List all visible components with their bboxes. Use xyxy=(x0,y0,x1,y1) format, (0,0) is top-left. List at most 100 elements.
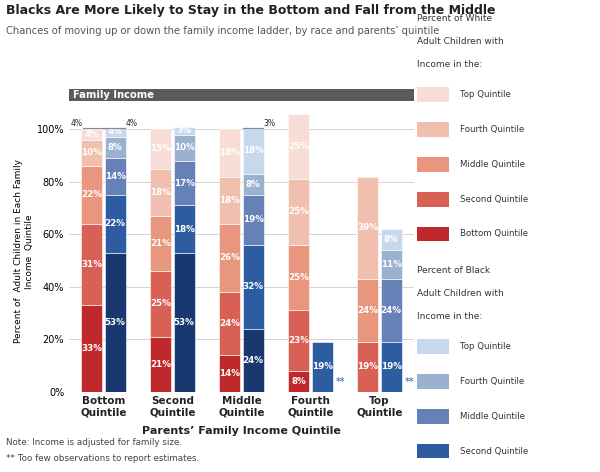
Bar xyxy=(82,140,102,166)
Bar xyxy=(220,177,240,224)
Bar xyxy=(151,216,171,271)
Text: 24%: 24% xyxy=(243,356,264,365)
Text: 18%: 18% xyxy=(243,146,263,155)
Text: 25%: 25% xyxy=(289,142,309,151)
Bar xyxy=(417,227,449,241)
Bar xyxy=(381,229,401,250)
Text: 23%: 23% xyxy=(288,336,309,345)
Bar xyxy=(105,126,125,137)
X-axis label: Parents’ Family Income Quintile: Parents’ Family Income Quintile xyxy=(142,426,341,436)
Bar xyxy=(312,342,332,392)
Bar xyxy=(417,339,449,354)
Bar xyxy=(289,311,309,371)
Text: Fourth Quintile: Fourth Quintile xyxy=(460,125,524,134)
Text: Top Quintile: Top Quintile xyxy=(460,90,511,99)
Bar xyxy=(381,279,401,342)
Text: 25%: 25% xyxy=(289,208,309,217)
Bar xyxy=(417,444,449,458)
Bar xyxy=(358,177,378,279)
Bar xyxy=(243,174,263,195)
Text: 19%: 19% xyxy=(357,362,378,371)
Text: Top Quintile: Top Quintile xyxy=(460,342,511,351)
Text: 18%: 18% xyxy=(151,188,171,197)
Text: Fourth Quintile: Fourth Quintile xyxy=(460,377,524,386)
Text: 10%: 10% xyxy=(174,143,194,152)
Bar xyxy=(105,137,125,158)
Text: 18%: 18% xyxy=(174,225,194,234)
Bar xyxy=(289,245,309,311)
Text: 18%: 18% xyxy=(220,148,240,158)
Text: 8%: 8% xyxy=(384,235,398,244)
Bar xyxy=(82,166,102,224)
Text: 10%: 10% xyxy=(82,148,102,158)
Bar xyxy=(82,129,102,140)
Text: 14%: 14% xyxy=(219,369,240,378)
Bar xyxy=(174,126,194,135)
Text: 8%: 8% xyxy=(246,180,260,189)
Text: 17%: 17% xyxy=(174,178,195,187)
Text: Adult Children with: Adult Children with xyxy=(417,37,504,46)
Text: 21%: 21% xyxy=(150,360,171,369)
Text: 4%: 4% xyxy=(70,119,82,128)
Text: 4%: 4% xyxy=(108,127,122,136)
Bar xyxy=(358,342,378,392)
Bar xyxy=(289,179,309,245)
Text: 15%: 15% xyxy=(151,144,171,153)
Text: **: ** xyxy=(335,377,345,387)
Text: 33%: 33% xyxy=(81,344,102,353)
Text: Percent of Black: Percent of Black xyxy=(417,266,490,275)
Text: 39%: 39% xyxy=(357,223,378,232)
Text: 11%: 11% xyxy=(381,260,402,269)
Bar xyxy=(243,245,263,329)
Text: Blacks Are More Likely to Stay in the Bottom and Fall from the Middle: Blacks Are More Likely to Stay in the Bo… xyxy=(6,4,496,17)
Text: Bottom Quintile: Bottom Quintile xyxy=(460,229,528,238)
Text: **: ** xyxy=(404,377,414,387)
Text: 14%: 14% xyxy=(105,172,126,181)
Text: 53%: 53% xyxy=(174,318,194,327)
Bar xyxy=(151,129,171,169)
Text: Family Income: Family Income xyxy=(73,90,154,100)
Bar xyxy=(151,169,171,216)
Text: 25%: 25% xyxy=(289,273,309,282)
Text: 21%: 21% xyxy=(150,239,171,248)
Bar xyxy=(220,355,240,392)
Bar xyxy=(381,342,401,392)
Text: Percent of White: Percent of White xyxy=(417,14,492,23)
Text: 25%: 25% xyxy=(151,299,171,308)
Text: 3%: 3% xyxy=(263,119,275,128)
Text: 18%: 18% xyxy=(220,196,240,205)
Bar xyxy=(243,126,263,174)
Bar xyxy=(417,157,449,172)
Bar xyxy=(358,279,378,342)
Text: Note: Income is adjusted for family size.: Note: Income is adjusted for family size… xyxy=(6,438,182,447)
Bar xyxy=(82,224,102,305)
Text: Middle Quintile: Middle Quintile xyxy=(460,412,525,421)
Text: 24%: 24% xyxy=(219,319,240,328)
Text: ** Too few observations to report estimates.: ** Too few observations to report estima… xyxy=(6,454,199,463)
Text: Income in the:: Income in the: xyxy=(417,60,482,69)
Bar xyxy=(105,158,125,195)
Bar xyxy=(82,305,102,392)
Text: 19%: 19% xyxy=(312,362,333,371)
Text: 4%: 4% xyxy=(85,130,99,139)
Text: 32%: 32% xyxy=(243,282,264,291)
Bar xyxy=(417,122,449,137)
Bar xyxy=(417,87,449,102)
Bar xyxy=(174,205,194,253)
Text: Chances of moving up or down the family income ladder, by race and parents’ quin: Chances of moving up or down the family … xyxy=(6,26,439,36)
Text: Middle Quintile: Middle Quintile xyxy=(460,160,525,169)
Text: 8%: 8% xyxy=(108,143,122,152)
Bar xyxy=(289,114,309,179)
Text: Second Quintile: Second Quintile xyxy=(460,447,529,455)
Bar xyxy=(243,329,263,392)
Y-axis label: Percent of  Adult Children in Each Family
Income  Quintile: Percent of Adult Children in Each Family… xyxy=(14,160,34,343)
Bar xyxy=(105,253,125,392)
Bar xyxy=(417,409,449,424)
Bar xyxy=(381,250,401,279)
Bar xyxy=(220,129,240,177)
Text: 19%: 19% xyxy=(243,215,264,224)
Bar xyxy=(151,271,171,337)
Text: 24%: 24% xyxy=(381,306,402,315)
Text: 8%: 8% xyxy=(292,377,306,386)
Text: Second Quintile: Second Quintile xyxy=(460,194,529,203)
